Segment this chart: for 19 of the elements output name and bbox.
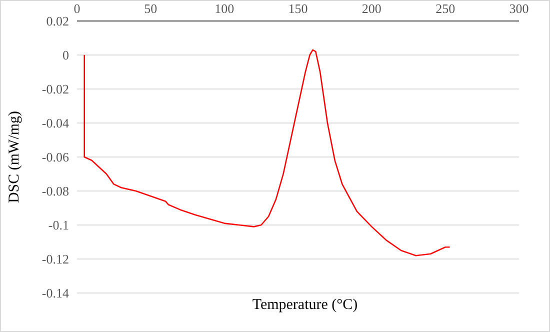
y-tick-label: -0.1 [48, 218, 69, 233]
x-tick-label: 150 [288, 1, 308, 16]
x-tick-label: 100 [214, 1, 234, 16]
y-tick-label: 0 [62, 48, 69, 63]
y-tick-label: -0.02 [42, 82, 69, 97]
x-axis-title: Temperature (°C) [252, 297, 358, 313]
y-tick-label: 0.02 [46, 14, 69, 29]
x-tick-label: 200 [362, 1, 382, 16]
y-tick-label: -0.08 [42, 184, 69, 199]
y-tick-label: -0.14 [42, 286, 70, 301]
y-tick-label: -0.06 [42, 150, 70, 165]
y-tick-label: -0.04 [42, 116, 70, 131]
line-series [84, 49, 450, 256]
x-tick-label: 250 [436, 1, 456, 16]
x-tick-label: 50 [144, 1, 158, 16]
y-axis-title: DSC (mW/mg) [6, 110, 22, 204]
x-tick-label: 0 [74, 1, 80, 16]
x-tick-label: 300 [509, 1, 529, 16]
y-tick-label: -0.12 [42, 252, 69, 267]
